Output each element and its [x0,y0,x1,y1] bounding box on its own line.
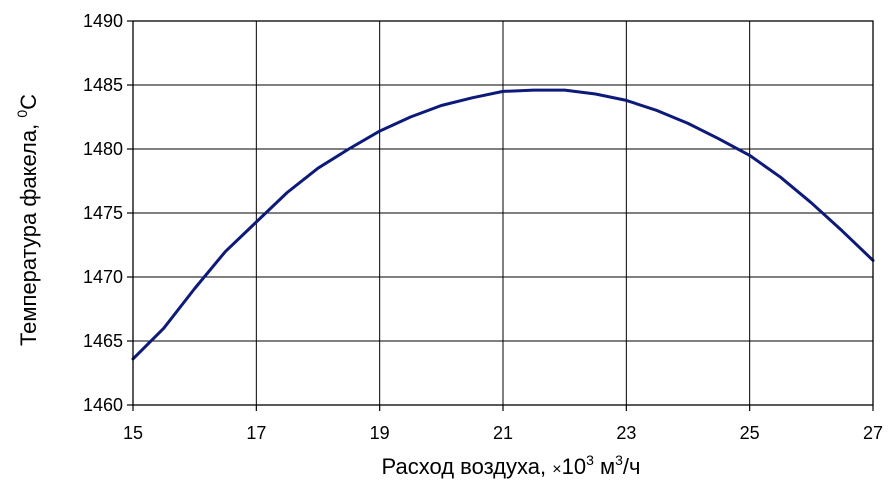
series-line-0 [131,88,875,361]
y-tick-label: 1460 [83,395,123,415]
y-tick-label: 1480 [83,139,123,159]
series-layer [131,88,875,361]
x-tick-label: 27 [863,423,883,443]
x-tick-label: 19 [370,423,390,443]
y-tick-label: 1470 [83,267,123,287]
x-tick-label: 23 [616,423,636,443]
y-tick-label: 1490 [83,11,123,31]
y-tick-label: 1475 [83,203,123,223]
y-tick-label: 1485 [83,75,123,95]
x-tick-label: 25 [740,423,760,443]
x-tick-label: 15 [123,423,143,443]
tick-layer: 15 17 19 21 23 25 27 1460 1465 1470 1475 1480 1485 14… [83,11,883,443]
x-tick-label: 21 [493,423,513,443]
grid-layer [133,21,873,405]
x-tick-label: 17 [246,423,266,443]
plot-frame [132,20,874,406]
x-axis-label: Расход воздуха, ×103 м3/ч [382,452,641,479]
y-tick-label: 1465 [83,331,123,351]
y-axis-label: Температура факела, 0С [14,94,41,346]
